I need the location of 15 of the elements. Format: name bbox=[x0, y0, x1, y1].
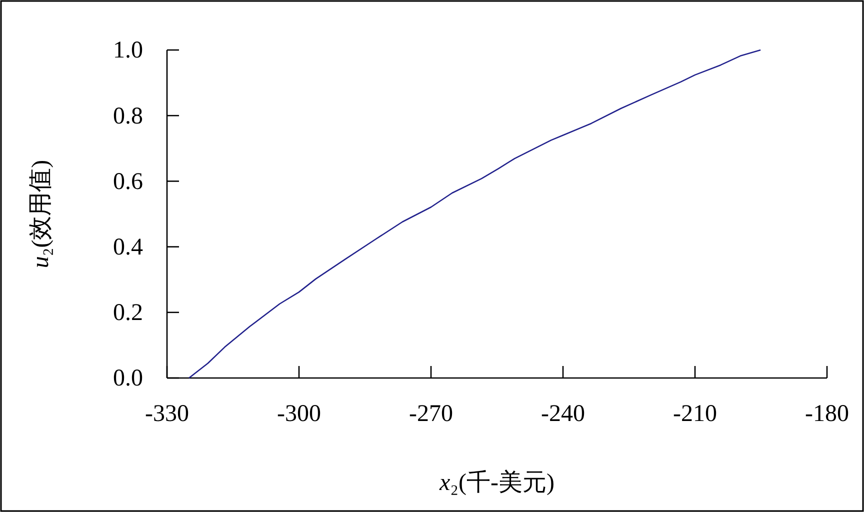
x-tick-label: -240 bbox=[541, 401, 585, 428]
y-axis-title: u₂(效用值) bbox=[28, 160, 54, 268]
y-tick-label: 0.4 bbox=[113, 234, 143, 260]
x-tick-label: -330 bbox=[145, 401, 189, 428]
y-tick-label: 0.6 bbox=[113, 168, 143, 195]
x-tick-label: -300 bbox=[277, 401, 321, 428]
y-tick-label: 1.0 bbox=[113, 38, 143, 64]
line-series bbox=[188, 49, 762, 379]
x-tick-label: -210 bbox=[673, 401, 717, 428]
y-tick-label: 0.2 bbox=[113, 300, 143, 326]
y-tick-label: 0.0 bbox=[113, 366, 143, 392]
x-axis-title: x₂(千-美元) bbox=[438, 469, 554, 496]
y-tick-label: 0.8 bbox=[113, 103, 143, 130]
x-tick-label: -270 bbox=[409, 401, 453, 428]
x-tick-label: -180 bbox=[805, 401, 849, 428]
